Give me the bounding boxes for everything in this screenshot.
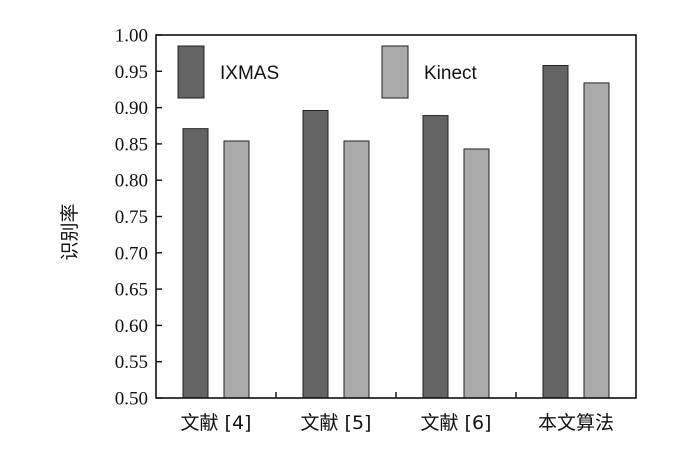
bars-layer <box>182 64 610 399</box>
x-category-label: 文献 [5] <box>301 412 372 434</box>
legend-swatch-kinect <box>381 45 409 99</box>
bar-kinect <box>343 140 370 399</box>
y-tick-label: 0.85 <box>115 134 148 155</box>
y-tick-label: 0.55 <box>115 352 148 373</box>
y-tick-label: 0.70 <box>115 243 148 264</box>
legend-swatch-ixmas <box>177 45 205 99</box>
bar-ixmas <box>182 128 209 399</box>
y-tick-label: 1.00 <box>115 26 148 47</box>
bar-ixmas <box>542 64 569 399</box>
bar-kinect <box>463 148 490 399</box>
bar-ixmas <box>422 115 449 399</box>
bar-ixmas <box>302 110 329 399</box>
x-category-label: 文献 [6] <box>421 412 492 434</box>
y-axis-title: 识别率 <box>59 203 81 260</box>
bar-kinect <box>223 140 250 399</box>
bar-kinect <box>583 82 610 399</box>
x-category-label: 本文算法 <box>538 412 614 434</box>
y-axis: 0.50 0.55 0.60 0.65 0.70 0.75 0.80 0.85 0.90 0.95… <box>115 26 162 410</box>
y-tick-label: 0.95 <box>115 62 148 83</box>
y-tick-label: 0.90 <box>115 98 148 119</box>
legend-label-kinect: Kinect <box>424 63 478 84</box>
x-category-label: 文献 [4] <box>181 412 252 434</box>
legend: IXMAS Kinect <box>177 45 478 99</box>
y-tick-label: 0.80 <box>115 171 148 192</box>
y-tick-label: 0.50 <box>115 389 148 410</box>
x-axis: 文献 [4] 文献 [5] 文献 [6] 本文算法 <box>181 392 614 434</box>
y-tick-label: 0.60 <box>115 316 148 337</box>
y-tick-label: 0.75 <box>115 207 148 228</box>
legend-label-ixmas: IXMAS <box>220 63 279 84</box>
y-tick-label: 0.65 <box>115 280 148 301</box>
